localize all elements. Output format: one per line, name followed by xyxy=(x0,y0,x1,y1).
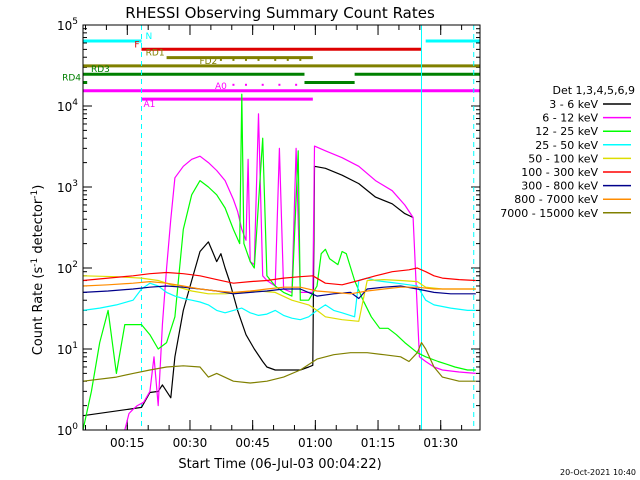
state-dot-a0 xyxy=(295,83,298,86)
x-tick-label: 00:45 xyxy=(235,436,270,450)
y-tick-exponent: 4 xyxy=(72,98,78,108)
y-label-superscript: -1 xyxy=(30,258,40,267)
x-tick-label: 00:30 xyxy=(173,436,208,450)
legend-label: 800 - 7000 keV xyxy=(514,193,598,206)
legend-title: Det 1,3,4,5,6,9 xyxy=(552,84,635,97)
legend-label: 7000 - 15000 keV xyxy=(500,207,598,220)
x-tick-label: 01:15 xyxy=(361,436,396,450)
y-tick-exponent: 3 xyxy=(72,179,78,189)
series-line-1 xyxy=(124,113,476,430)
state-dot-fd2 xyxy=(274,58,277,61)
y-tick-label: 105 xyxy=(57,17,78,33)
y-tick-exponent: 0 xyxy=(72,422,78,432)
y-tick-base: 10 xyxy=(57,19,72,33)
chart-title: RHESSI Observing Summary Count Rates xyxy=(125,4,435,22)
legend-label: 100 - 300 keV xyxy=(521,166,598,179)
series-line-3 xyxy=(83,277,476,321)
y-tick-base: 10 xyxy=(57,181,72,195)
series-line-0 xyxy=(83,165,414,417)
state-label-rd4: RD4 xyxy=(62,74,81,84)
state-dot-fd2 xyxy=(232,58,235,61)
y-tick-label: 102 xyxy=(57,260,78,276)
legend-label: 50 - 100 keV xyxy=(528,152,598,165)
legend-label: 12 - 25 keV xyxy=(535,125,598,138)
x-tick-label: 01:30 xyxy=(423,436,458,450)
y-tick-base: 10 xyxy=(57,262,72,276)
state-dot-fd2 xyxy=(219,58,222,61)
x-axis-label: Start Time (06-Jul-03 00:04:22) xyxy=(178,457,381,472)
state-dot-fd2 xyxy=(286,58,289,61)
plot-frame xyxy=(82,24,481,431)
state-label-rd1: RD1 xyxy=(146,49,165,59)
y-label-main: Count Rate (s xyxy=(31,267,46,356)
legend-label: 25 - 50 keV xyxy=(535,139,598,152)
state-dot-fd2 xyxy=(257,58,260,61)
y-tick-label: 100 xyxy=(57,422,78,438)
y-tick-label: 101 xyxy=(57,341,78,357)
y-tick-base: 10 xyxy=(57,343,72,357)
series-line-7 xyxy=(83,281,476,295)
series-line-5 xyxy=(83,267,476,286)
y-tick-exponent: 5 xyxy=(72,17,78,27)
plot-content xyxy=(83,25,480,430)
state-dot-fd2 xyxy=(299,58,302,61)
x-tick-label: 00:15 xyxy=(110,436,145,450)
state-label-fd2: FD2 xyxy=(199,57,217,67)
y-tick-label: 104 xyxy=(57,98,78,114)
state-dot-a0 xyxy=(278,83,281,86)
y-label-end: ) xyxy=(31,185,46,190)
state-label-a0: A0 xyxy=(215,82,227,92)
series-line-8 xyxy=(83,342,476,384)
state-label-rd3: RD3 xyxy=(91,65,110,75)
legend-label: 6 - 12 keV xyxy=(542,112,598,125)
y-label-superscript-2: -1 xyxy=(30,190,40,199)
state-dot-a0 xyxy=(244,83,247,86)
state-label-n: N xyxy=(146,32,153,42)
y-tick-label: 103 xyxy=(57,179,78,195)
x-tick-label: 01:00 xyxy=(298,436,333,450)
legend-label: 300 - 800 keV xyxy=(521,180,598,193)
state-dot-a0 xyxy=(232,83,235,86)
series-line-6 xyxy=(83,285,476,300)
footer-timestamp: 20-Oct-2021 10:40 xyxy=(560,468,636,477)
state-label-f: F xyxy=(134,40,139,50)
y-tick-exponent: 1 xyxy=(72,341,78,351)
y-label-mid: detector xyxy=(31,198,46,258)
y-axis-label: Count Rate (s-1 detector-1) xyxy=(30,185,46,356)
state-dot-fd2 xyxy=(244,58,247,61)
state-label-a1: A1 xyxy=(144,100,156,110)
y-tick-base: 10 xyxy=(57,100,72,114)
legend-label: 3 - 6 keV xyxy=(549,98,598,111)
state-dot-a0 xyxy=(261,83,264,86)
y-tick-base: 10 xyxy=(57,424,72,438)
y-tick-exponent: 2 xyxy=(72,260,78,270)
